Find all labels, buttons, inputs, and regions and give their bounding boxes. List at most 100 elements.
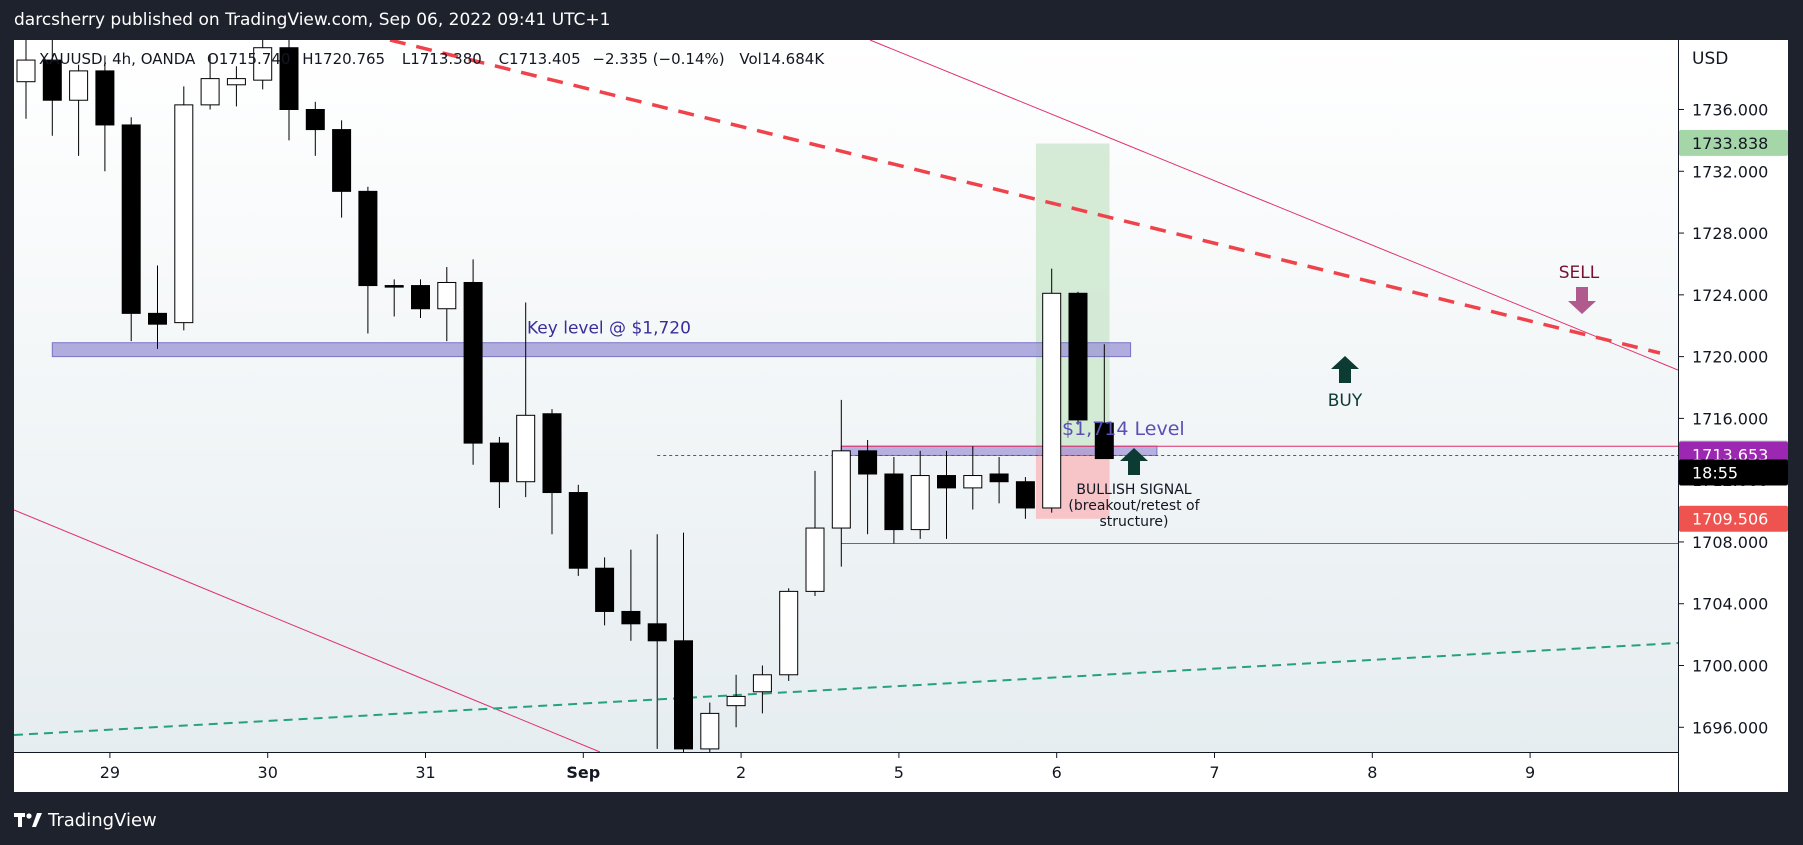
bullish-signal-arrow-icon[interactable]: [1120, 448, 1148, 475]
candle-body: [963, 475, 983, 489]
candle[interactable]: [253, 40, 273, 90]
candle-body: [595, 567, 615, 612]
candle-body: [42, 59, 62, 101]
candle[interactable]: [542, 409, 562, 535]
time-axis[interactable]: 29 30 31 Sep 2 5 6 7 8 9: [100, 752, 1535, 782]
legend-high: H1720.765: [302, 50, 385, 68]
price-axis-badge-text: 1709.506: [1692, 510, 1768, 529]
candle[interactable]: [437, 267, 457, 342]
candle[interactable]: [332, 120, 352, 218]
candle[interactable]: [1068, 291, 1088, 425]
candle[interactable]: [779, 588, 799, 681]
candle[interactable]: [69, 64, 89, 156]
candle-body: [910, 475, 930, 531]
time-tick-label: 29: [100, 763, 120, 782]
legend-change: −2.335 (−0.14%): [592, 50, 724, 68]
resistance-dashed-line[interactable]: [389, 40, 1661, 355]
tradingview-logo[interactable]: TradingView: [14, 807, 157, 833]
candle[interactable]: [463, 259, 483, 465]
axis-background: [1679, 40, 1788, 792]
bullish-signal-label[interactable]: (breakout/retest of: [1068, 498, 1200, 514]
candle[interactable]: [516, 302, 536, 498]
candle[interactable]: [647, 534, 667, 749]
candle[interactable]: [16, 40, 36, 119]
footer-bar: TradingView: [0, 795, 1803, 845]
candle[interactable]: [568, 484, 588, 576]
price-axis[interactable]: 1736.000 1732.000 1728.000 1724.000 1720.000…: [1679, 101, 1768, 738]
candle[interactable]: [674, 532, 693, 752]
level-1714-label[interactable]: $1,714 Level: [1062, 418, 1185, 440]
candle-body: [989, 473, 1009, 483]
candle-body: [516, 414, 536, 483]
candle-body: [95, 70, 115, 126]
candle[interactable]: [937, 450, 956, 539]
tradingview-brand: TradingView: [48, 809, 157, 831]
candle-body: [779, 590, 799, 676]
candle[interactable]: [700, 702, 720, 752]
key-level-label[interactable]: Key level @ $1,720: [527, 319, 691, 339]
time-tick-label: 30: [258, 763, 278, 782]
candle[interactable]: [805, 470, 825, 597]
buy-label[interactable]: BUY: [1328, 391, 1363, 411]
candle-body: [358, 190, 378, 287]
support-dashed-line[interactable]: [14, 642, 1678, 736]
candle[interactable]: [411, 279, 430, 319]
price-axis-badge: [1679, 505, 1788, 532]
candle-body: [1094, 422, 1114, 460]
publisher-header: darcsherry published on TradingView.com,…: [0, 0, 1803, 40]
price-tick-label: 1736.000: [1692, 101, 1768, 120]
bullish-signal-label[interactable]: BULLISH SIGNAL: [1076, 482, 1191, 498]
candle[interactable]: [858, 440, 878, 535]
candle-body: [174, 104, 194, 324]
key-level-zone[interactable]: [51, 342, 1132, 358]
legend-volume: Vol14.684K: [739, 50, 825, 68]
sell-label[interactable]: SELL: [1559, 263, 1600, 283]
candle[interactable]: [121, 117, 141, 342]
descending-trendline[interactable]: [869, 40, 1678, 371]
candle[interactable]: [621, 549, 641, 641]
time-tick-label: 9: [1525, 763, 1535, 782]
bullish-signal-label[interactable]: structure): [1100, 514, 1169, 530]
candle-body: [226, 78, 246, 86]
candle-body: [700, 712, 720, 750]
currency-label: USD: [1692, 49, 1728, 69]
sell-arrow-icon[interactable]: [1568, 287, 1596, 314]
candle[interactable]: [963, 446, 983, 510]
price-tick-label: 1720.000: [1692, 348, 1768, 367]
candle[interactable]: [489, 436, 509, 508]
time-tick-label: Sep: [566, 763, 600, 782]
time-tick-label: 6: [1052, 763, 1062, 782]
candle[interactable]: [384, 279, 404, 317]
candle[interactable]: [1094, 344, 1114, 460]
candle[interactable]: [726, 674, 746, 728]
candle[interactable]: [148, 265, 167, 349]
candle[interactable]: [200, 55, 220, 110]
publisher-text: darcsherry published on TradingView.com,…: [14, 10, 611, 30]
legend: XAUUSD, 4h, OANDA O1715.740 H1720.765 L1…: [39, 50, 825, 68]
legend-close: C1713.405: [499, 50, 581, 68]
lower-trendline[interactable]: [14, 509, 601, 752]
time-tick-label: 7: [1209, 763, 1219, 782]
candle[interactable]: [358, 186, 378, 334]
candle[interactable]: [305, 101, 325, 156]
candle[interactable]: [1015, 477, 1035, 519]
candle[interactable]: [910, 450, 930, 539]
candle[interactable]: [174, 86, 194, 331]
candle[interactable]: [884, 457, 904, 544]
candle[interactable]: [1042, 268, 1062, 513]
candle[interactable]: [95, 55, 115, 172]
legend-low: L1713.380: [402, 50, 482, 68]
candle[interactable]: [42, 40, 62, 136]
buy-arrow-icon[interactable]: [1331, 356, 1359, 383]
candle[interactable]: [989, 457, 1009, 504]
candle[interactable]: [279, 40, 299, 141]
plot-area[interactable]: Key level @ $1,720 $1,714 Level BULLISH SI…: [14, 40, 1678, 752]
legend-symbol: XAUUSD, 4h, OANDA: [39, 50, 196, 68]
candle[interactable]: [752, 665, 772, 714]
candle[interactable]: [831, 399, 851, 567]
candle-body: [332, 129, 352, 192]
candle[interactable]: [226, 66, 246, 107]
price-tick-label: 1728.000: [1692, 224, 1768, 243]
price-chart[interactable]: Key level @ $1,720 $1,714 Level BULLISH SI…: [0, 40, 1803, 795]
candle[interactable]: [595, 557, 615, 626]
